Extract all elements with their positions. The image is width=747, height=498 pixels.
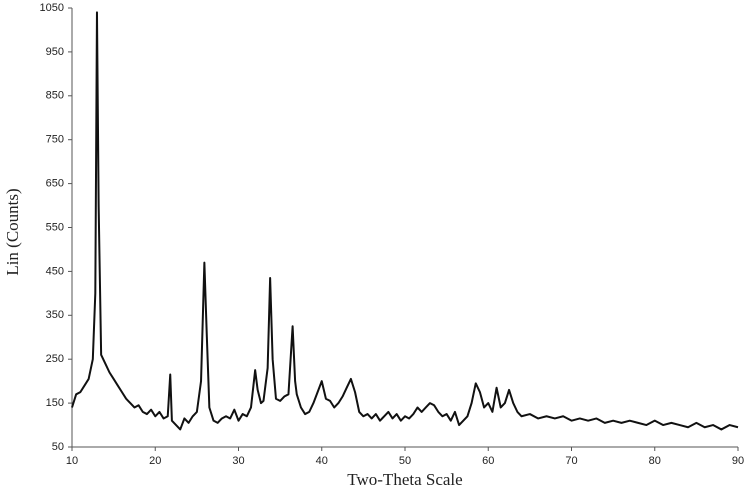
x-tick-label: 50 — [399, 455, 411, 467]
y-tick-label: 750 — [46, 134, 64, 146]
y-tick-label: 550 — [46, 221, 64, 233]
x-tick-label: 40 — [316, 455, 328, 467]
y-axis-label: Lin (Counts) — [3, 188, 22, 275]
y-tick-label: 650 — [46, 178, 64, 190]
y-tick-label: 1050 — [40, 2, 64, 14]
y-tick-label: 250 — [46, 353, 64, 365]
y-tick-label: 850 — [46, 90, 64, 102]
y-tick-label: 950 — [46, 46, 64, 58]
y-tick-label: 50 — [52, 441, 64, 453]
x-tick-label: 90 — [732, 455, 744, 467]
x-tick-label: 30 — [232, 455, 244, 467]
data-line — [71, 11, 739, 431]
x-tick-label: 70 — [565, 455, 577, 467]
y-tick-label: 150 — [46, 397, 64, 409]
x-tick-label: 10 — [66, 455, 78, 467]
x-tick-label: 60 — [482, 455, 494, 467]
x-tick-label: 20 — [149, 455, 161, 467]
y-tick-label: 450 — [46, 265, 64, 277]
x-tick-label: 80 — [649, 455, 661, 467]
x-axis-label: Two-Theta Scale — [347, 470, 462, 489]
y-tick-label: 350 — [46, 309, 64, 321]
